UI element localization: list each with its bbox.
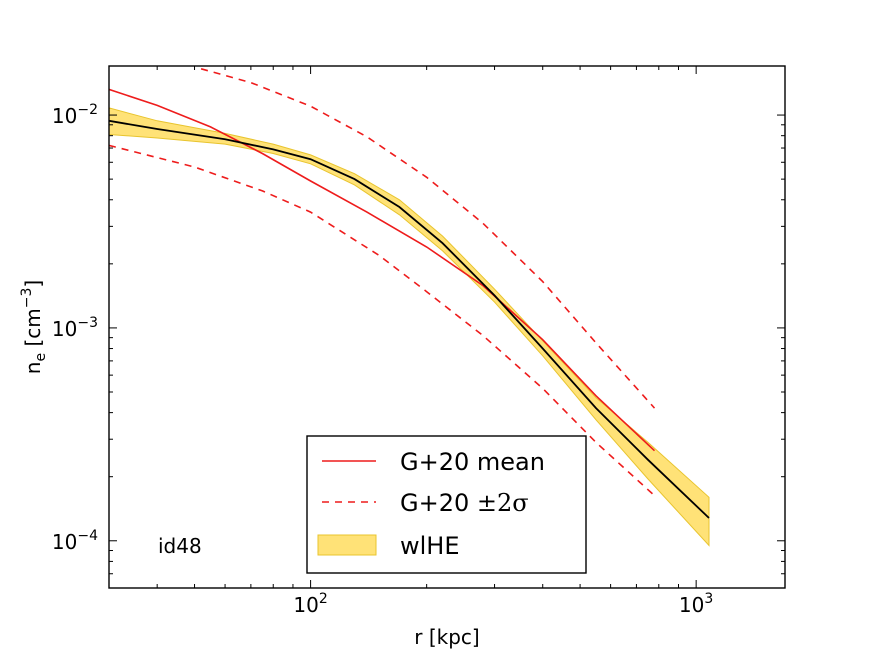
x-tick-label-1000: 103: [679, 591, 713, 617]
y-tick-label-1e-3: 10−3: [52, 315, 98, 341]
wlhe-median-line: [109, 119, 710, 519]
g20-mean-line: [109, 88, 656, 452]
x-tick-label-100: 102: [293, 591, 327, 617]
plot-frame: [108, 65, 786, 589]
legend-label-mean: G+20 mean: [400, 448, 545, 476]
g20-upper-2sigma-line: [200, 68, 656, 409]
y-tick-label-1e-4: 10−4: [52, 528, 98, 554]
y-axis-label: ne [cm−3]: [19, 280, 49, 374]
legend-label-wlhe: wlHE: [400, 532, 460, 560]
wlhe-band: [109, 107, 710, 547]
legend-label-2sigma: G+20 ±2σ: [400, 489, 529, 517]
x-axis-label: r [kpc]: [414, 625, 479, 649]
legend: G+20 mean G+20 ±2σ wlHE: [306, 435, 587, 574]
legend-swatch-band: [317, 534, 377, 556]
y-tick-label-1e-2: 10−2: [52, 102, 98, 128]
cluster-id-annotation: id48: [158, 534, 202, 558]
